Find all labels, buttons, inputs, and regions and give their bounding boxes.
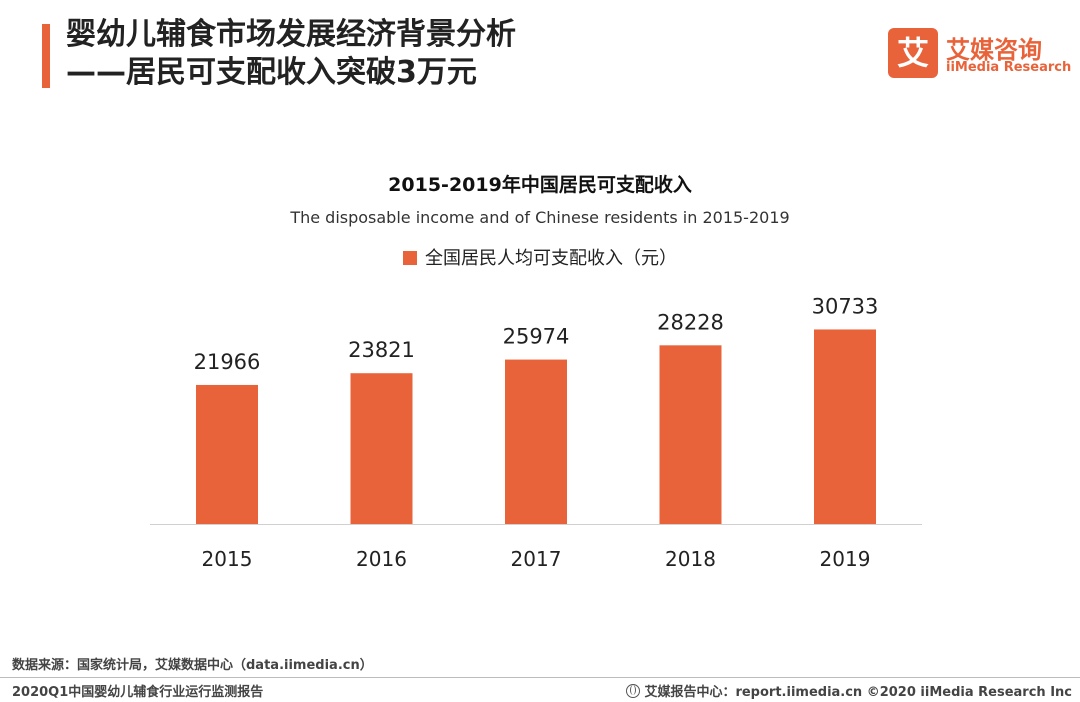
chart-subtitle: The disposable income and of Chinese res… (290, 208, 790, 227)
legend-label: 全国居民人均可支配收入（元） (425, 248, 677, 269)
globe-icon (626, 684, 641, 698)
x-tick-2015: 2015 (202, 547, 253, 571)
data-label-2016: 23821 (348, 338, 415, 362)
data-source: 数据来源：国家统计局，艾媒数据中心（data.iimedia.cn） (12, 658, 373, 673)
legend-swatch (403, 251, 417, 265)
data-label-2017: 25974 (503, 325, 570, 349)
x-tick-2018: 2018 (665, 547, 716, 571)
bar-2017 (505, 359, 567, 524)
chart-title: 2015-2019年中国居民可支配收入 (388, 174, 692, 196)
title-accent-bar (42, 24, 50, 88)
footer-divider (0, 677, 1080, 678)
bar-2015 (196, 384, 258, 524)
data-label-2019: 30733 (812, 294, 879, 318)
report-name: 2020Q1中国婴幼儿辅食行业运行监测报告 (12, 685, 264, 700)
report-site: 艾媒报告中心：report.iimedia.cn ©2020 iiMedia R… (626, 681, 1072, 700)
iimedia-logo: 艾 艾媒咨询 iiMedia Research (888, 28, 1071, 80)
data-label-2018: 28228 (657, 310, 724, 334)
report-site-text: 艾媒报告中心：report.iimedia.cn ©2020 iiMedia R… (644, 685, 1072, 700)
logo-name-cn: 艾媒咨询 (946, 36, 1042, 64)
bar-2019 (814, 329, 876, 524)
bar-2018 (659, 345, 722, 524)
chart-legend: 全国居民人均可支配收入（元） (0, 244, 1080, 270)
logo-name-en: iiMedia Research (946, 60, 1072, 75)
page-title: 婴幼儿辅食市场发展经济背景分析 ——居民可支配收入突破3万元 (66, 16, 516, 92)
x-tick-2017: 2017 (511, 547, 562, 571)
x-tick-2016: 2016 (356, 547, 407, 571)
page-title-line1: 婴幼儿辅食市场发展经济背景分析 (66, 17, 516, 52)
x-tick-2019: 2019 (820, 547, 871, 571)
data-label-2015: 21966 (194, 350, 261, 374)
bar-2016 (350, 373, 413, 524)
logo-mark-icon: 艾 (888, 28, 938, 78)
page-title-line2: ——居民可支配收入突破3万元 (66, 55, 477, 90)
